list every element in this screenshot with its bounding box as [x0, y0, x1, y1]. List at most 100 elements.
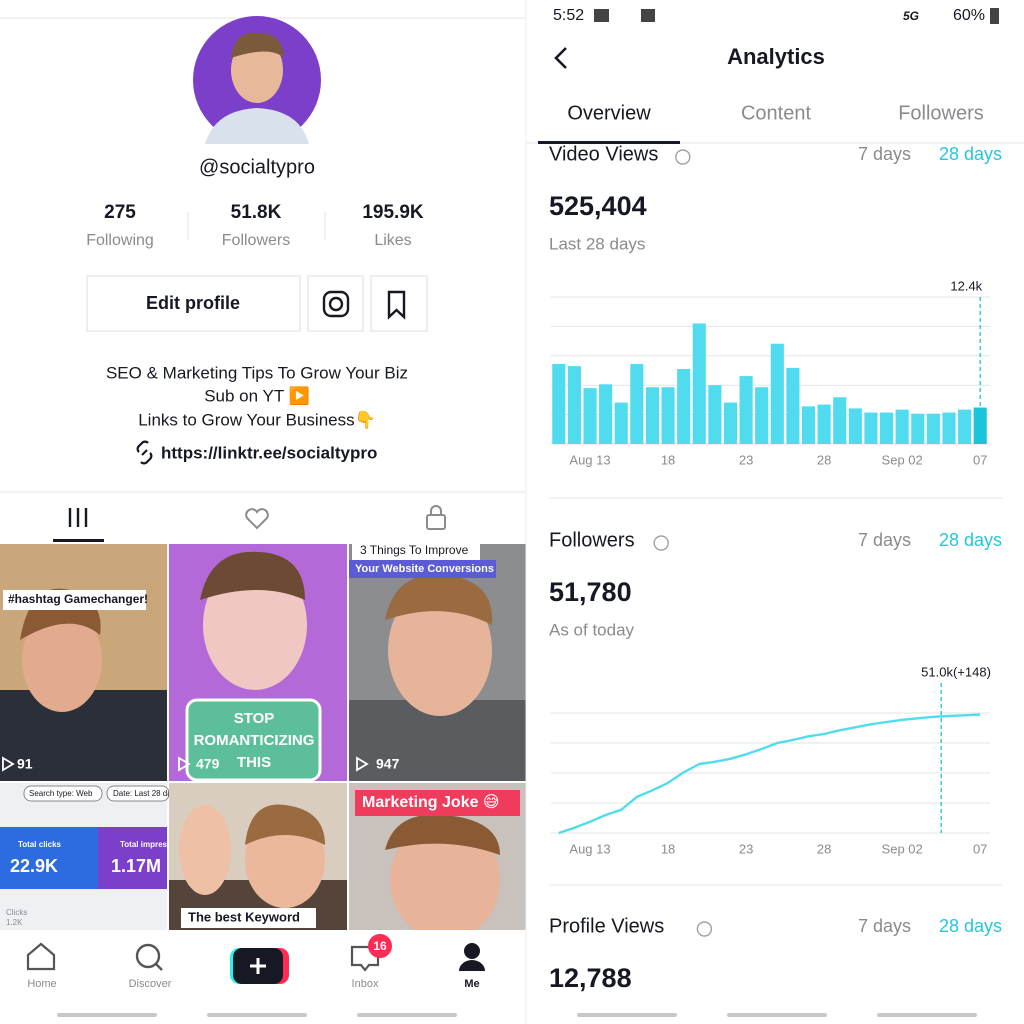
video-caption: Your Website Conversions: [355, 563, 494, 575]
video-caption: Marketing Joke 😅: [362, 794, 500, 811]
video-thumbnail[interactable]: Search type: Web Date: Last 28 days Tota…: [0, 783, 180, 930]
status-icon: [594, 9, 609, 22]
profile-link[interactable]: https://linktr.ee/socialtypro: [161, 443, 377, 462]
info-icon: [675, 149, 691, 165]
button-label: Edit profile: [146, 293, 240, 313]
bar: [973, 407, 987, 444]
stat-label: Likes: [374, 232, 411, 249]
avatar[interactable]: [193, 16, 321, 144]
bar: [708, 385, 722, 444]
me-icon[interactable]: [459, 943, 485, 971]
period-option[interactable]: 28 days: [939, 916, 1002, 936]
nav-label: Home: [27, 978, 56, 990]
bar: [614, 402, 628, 444]
section-title: Video Views: [549, 143, 658, 165]
bar: [630, 364, 644, 444]
gesture-bar: [57, 1013, 457, 1017]
bar: [645, 387, 660, 444]
liked-tab[interactable]: [245, 508, 269, 530]
bar: [599, 384, 613, 444]
bookmark-button[interactable]: [370, 275, 428, 332]
video-thumbnail[interactable]: STOP ROMANTICIZING THIS 479: [169, 544, 347, 782]
stat-value[interactable]: 195.9K: [362, 202, 424, 223]
badge-count: 16: [373, 939, 387, 953]
video-thumbnail[interactable]: The best Keyword: [169, 783, 347, 930]
create-button[interactable]: [230, 948, 289, 984]
tab-underline: [538, 141, 680, 144]
videos-tab[interactable]: [68, 508, 88, 527]
video-caption: The best Keyword: [188, 909, 300, 924]
video-caption: 3 Things To Improve: [360, 543, 469, 557]
tab[interactable]: Followers: [898, 102, 984, 124]
bar: [770, 343, 784, 444]
x-tick-label: Sep 02: [882, 841, 923, 856]
instagram-icon: [322, 290, 350, 318]
bar: [926, 413, 940, 444]
video-caption: Total clicks: [18, 840, 62, 849]
video-thumbnail[interactable]: #hashtag Gamechanger! 91: [0, 544, 167, 781]
x-tick-label: 07: [973, 841, 987, 856]
period-option[interactable]: 7 days: [858, 530, 911, 550]
section-total: 12,788: [549, 963, 632, 993]
video-caption: Total impressi: [120, 840, 174, 849]
section-caption: Last 28 days: [549, 234, 645, 253]
bar: [911, 413, 925, 444]
x-tick-label: 23: [739, 841, 753, 856]
status-network: 5G: [903, 9, 919, 23]
section-total: 51,780: [549, 577, 632, 607]
x-tick-label: Sep 02: [882, 452, 923, 467]
bar: [567, 366, 581, 444]
video-thumbnail[interactable]: 3 Things To Improve Your Website Convers…: [349, 543, 526, 781]
video-thumbnail[interactable]: Marketing Joke 😅: [349, 783, 526, 940]
period-option[interactable]: 28 days: [939, 530, 1002, 550]
period-option[interactable]: 7 days: [858, 916, 911, 936]
period-option[interactable]: 28 days: [939, 144, 1002, 164]
stat-value[interactable]: 51.8K: [231, 202, 282, 223]
info-icon: [653, 535, 669, 551]
section-total: 525,404: [549, 191, 647, 221]
bar: [864, 412, 878, 444]
x-tick-label: 18: [661, 841, 675, 856]
video-caption: 1.17M: [111, 856, 161, 876]
period-option[interactable]: 7 days: [858, 144, 911, 164]
bar: [552, 364, 566, 444]
video-caption: THIS: [237, 754, 271, 771]
bar: [848, 408, 862, 444]
page-title: Analytics: [727, 44, 825, 69]
bookmark-icon: [387, 290, 406, 320]
video-caption: 22.9K: [10, 856, 58, 876]
section-title: Followers: [549, 529, 635, 551]
discover-icon[interactable]: [135, 943, 163, 971]
back-button[interactable]: [554, 47, 567, 69]
bar: [958, 409, 972, 444]
bio-line: Sub on YT ▶️: [204, 385, 310, 405]
video-caption: ROMANTICIZING: [194, 732, 315, 749]
bar: [817, 404, 831, 444]
home-icon[interactable]: [26, 942, 56, 971]
stat-value[interactable]: 275: [104, 202, 136, 223]
tab[interactable]: Overview: [567, 102, 651, 124]
x-tick-label: 23: [739, 452, 753, 467]
x-tick-label: 18: [661, 452, 675, 467]
bar: [833, 397, 847, 444]
status-time: 5:52: [553, 7, 584, 24]
instagram-button[interactable]: [307, 275, 364, 332]
bar: [895, 409, 909, 444]
bar: [801, 406, 816, 444]
stat-label: Following: [86, 232, 154, 249]
bar: [879, 412, 894, 444]
edit-profile-button[interactable]: [86, 275, 301, 332]
info-icon: [696, 921, 713, 937]
battery-icon: [990, 8, 999, 24]
section-title: Profile Views: [549, 915, 664, 937]
video-caption: Clicks: [6, 908, 27, 917]
tab[interactable]: Content: [741, 102, 811, 124]
video-views: 947: [376, 756, 400, 772]
analytics-panel: 5:52 5G 60% Analytics Overview Content F…: [527, 7, 1024, 144]
video-caption: Search type: Web: [29, 789, 93, 798]
bio-line: Links to Grow Your Business👇: [138, 410, 376, 430]
x-tick-label: Aug 13: [569, 841, 610, 856]
private-tab[interactable]: [426, 505, 446, 530]
nav-label: Discover: [129, 978, 172, 990]
